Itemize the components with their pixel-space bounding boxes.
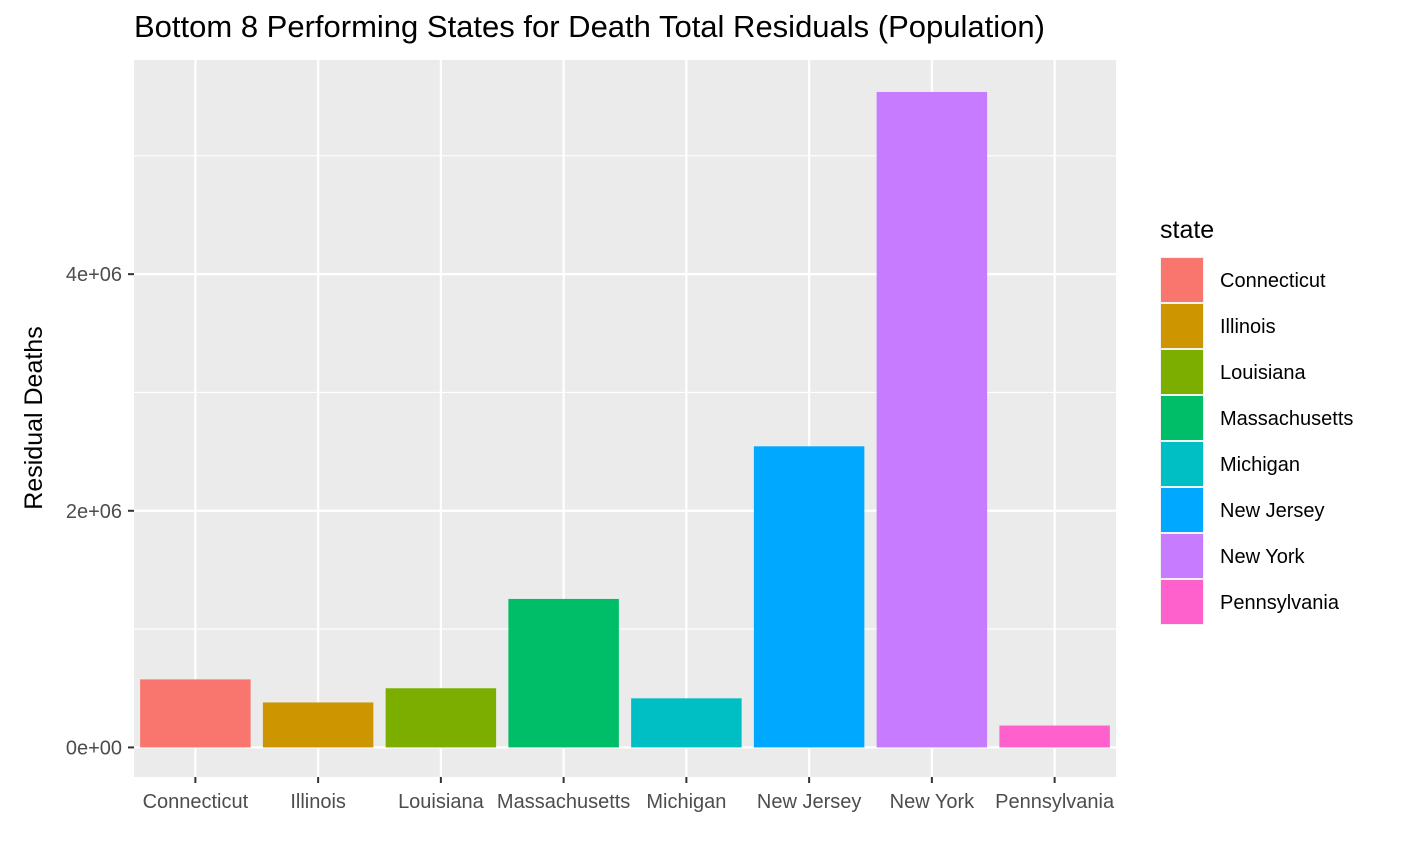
x-tick-label: Connecticut <box>143 791 249 813</box>
legend-label: New York <box>1220 546 1305 568</box>
y-tick-label: 0e+00 <box>66 737 122 759</box>
legend-swatch <box>1161 258 1203 302</box>
x-axis: Connecticut Illinois Louisiana Massachusett… <box>143 777 1115 813</box>
legend-label: New Jersey <box>1220 500 1324 522</box>
legend-label: Louisiana <box>1220 362 1307 384</box>
legend-label: Pennsylvania <box>1220 592 1340 614</box>
x-tick-label: Michigan <box>646 791 726 813</box>
bar-michigan <box>631 698 742 748</box>
bars <box>140 91 1110 748</box>
legend: state Connecticut Illinois Louisiana Massac… <box>1160 216 1353 625</box>
legend-label: Michigan <box>1220 454 1300 476</box>
legend-swatch <box>1161 580 1203 624</box>
legend-swatch <box>1161 488 1203 532</box>
bar-illinois <box>262 702 374 748</box>
legend-title: state <box>1160 216 1214 244</box>
bar-connecticut <box>140 679 251 748</box>
y-tick-label: 4e+06 <box>66 264 122 286</box>
legend-label: Connecticut <box>1220 270 1326 292</box>
x-tick-label: Louisiana <box>398 791 485 813</box>
bar-new-jersey <box>753 446 865 748</box>
bar-pennsylvania <box>999 725 1110 748</box>
chart-title: Bottom 8 Performing States for Death Tot… <box>134 9 1045 44</box>
legend-label: Massachusetts <box>1220 408 1353 430</box>
x-tick-label: Illinois <box>290 791 346 813</box>
y-axis-title: Residual Deaths <box>20 326 48 509</box>
bar-louisiana <box>385 688 497 748</box>
legend-swatch <box>1161 304 1203 348</box>
legend-swatch <box>1161 396 1203 440</box>
x-tick-label: New Jersey <box>757 791 861 813</box>
legend-swatch <box>1161 442 1203 486</box>
legend-label: Illinois <box>1220 316 1276 338</box>
x-tick-label: Pennsylvania <box>995 791 1115 813</box>
legend-swatch <box>1161 534 1203 578</box>
bar-massachusetts <box>508 598 619 748</box>
x-tick-label: Massachusetts <box>497 791 630 813</box>
y-axis: 0e+00 2e+06 4e+06 <box>66 264 134 759</box>
legend-swatch <box>1161 350 1203 394</box>
y-tick-label: 2e+06 <box>66 501 122 523</box>
bar-new-york <box>876 91 988 748</box>
x-tick-label: New York <box>890 791 975 813</box>
